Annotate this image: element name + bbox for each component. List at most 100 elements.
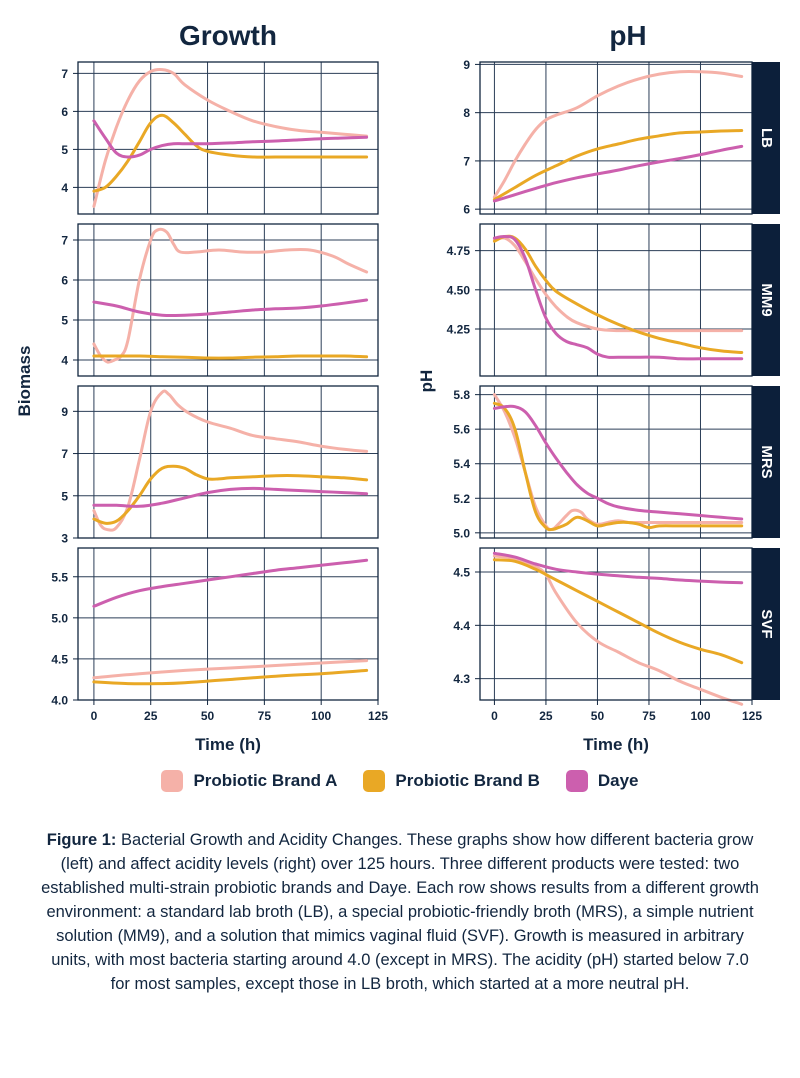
y-tick-label: 4.5: [453, 566, 470, 580]
legend-label: Probiotic Brand A: [193, 771, 338, 790]
series-line-probiotic-brand-a: [492, 554, 744, 706]
x-tick-label: 125: [742, 709, 762, 723]
x-tick-label: 75: [642, 709, 656, 723]
y-tick-label: 4.4: [453, 619, 470, 633]
row-label-mrs: MRS: [758, 445, 775, 478]
legend-swatch: [161, 770, 184, 792]
legend-swatch: [565, 770, 588, 792]
ph-panel-lb: 6 7 8 9 LB: [463, 58, 780, 217]
y-tick-label: 7: [61, 447, 68, 461]
legend-item-daye: Daye: [565, 770, 639, 792]
growth-panel-mrs: 3 5 7 9: [61, 385, 379, 546]
panel-frame: [77, 385, 379, 539]
series-line-probiotic-brand-b: [92, 464, 369, 525]
series-line-probiotic-brand-a: [92, 227, 369, 364]
series-line-probiotic-brand-b: [492, 234, 744, 354]
x-axis-label-ph: Time (h): [583, 735, 649, 754]
y-tick-label: 7: [61, 67, 68, 81]
legend-label: Daye: [597, 771, 639, 790]
y-tick-label: 6: [463, 203, 470, 217]
x-tick-label: 25: [539, 709, 553, 723]
x-tick-label: 100: [690, 709, 710, 723]
y-tick-label: 4: [61, 354, 68, 368]
series-line-daye: [492, 404, 744, 521]
caption-text: Bacterial Growth and Acidity Changes. Th…: [41, 831, 759, 993]
y-tick-label: 5: [61, 143, 68, 157]
column-title-ph: pH: [609, 20, 646, 51]
series-line-daye: [92, 119, 369, 159]
y-tick-label: 4.75: [447, 244, 471, 258]
series-line-probiotic-brand-a: [492, 236, 744, 333]
x-tick-label: 0: [91, 709, 98, 723]
y-tick-label: 4.3: [453, 672, 470, 686]
y-tick-label: 6: [61, 274, 68, 288]
panel-frame: [77, 223, 379, 377]
y-tick-label: 3: [61, 532, 68, 546]
series-line-probiotic-brand-b: [92, 354, 369, 360]
series-line-probiotic-brand-b: [492, 129, 744, 201]
legend-label: Probiotic Brand B: [395, 771, 540, 790]
y-tick-label: 6: [61, 105, 68, 119]
series-line-probiotic-brand-b: [92, 113, 369, 193]
series-line-probiotic-brand-a: [92, 67, 369, 208]
series-line-daye: [492, 144, 744, 203]
series-line-daye: [92, 558, 369, 608]
y-tick-label: 4.25: [447, 322, 471, 336]
y-axis-label-ph: pH: [417, 370, 436, 393]
panel-frame: [77, 61, 379, 215]
ph-panel-mm9: 4.25 4.50 4.75 MM9: [447, 223, 780, 377]
y-tick-label: 5.6: [453, 423, 470, 437]
x-tick-label: 50: [591, 709, 605, 723]
row-strip: [752, 386, 780, 538]
row-label-mm9: MM9: [758, 283, 775, 316]
y-tick-label: 5.8: [453, 388, 470, 402]
row-label-lb: LB: [758, 128, 775, 148]
y-tick-label: 5.0: [453, 526, 470, 540]
series-line-probiotic-brand-a: [492, 69, 744, 199]
x-tick-label: 0: [491, 709, 498, 723]
series-line-probiotic-brand-b: [92, 668, 369, 686]
ph-panel-svf: 4.3 4.4 4.5 SVF 0 25 50 75 100 125: [453, 547, 780, 723]
legend-item-probiotic-brand-a: Probiotic Brand A: [161, 770, 337, 792]
row-strip: [752, 548, 780, 700]
growth-panel-mm9: 4 5 6 7: [61, 223, 379, 377]
y-tick-label: 7: [61, 234, 68, 248]
series-line-daye: [492, 234, 744, 361]
x-axis-label-growth: Time (h): [195, 735, 261, 754]
series-line-probiotic-brand-a: [92, 659, 369, 680]
legend-swatch: [363, 770, 386, 792]
row-label-svf: SVF: [758, 609, 775, 638]
x-tick-label: 100: [311, 709, 331, 723]
y-tick-label: 5.5: [51, 570, 68, 584]
series-line-probiotic-brand-b: [492, 558, 744, 665]
x-tick-label: 75: [258, 709, 272, 723]
series-line-probiotic-brand-b: [492, 401, 744, 532]
panel-frame: [77, 547, 379, 701]
series-line-probiotic-brand-a: [92, 389, 369, 532]
y-tick-label: 5.2: [453, 492, 470, 506]
legend: Probiotic Brand A Probiotic Brand B Daye: [0, 770, 800, 792]
panel-frame: [479, 547, 753, 701]
y-tick-label: 7: [463, 154, 470, 168]
series-line-daye: [92, 486, 369, 508]
row-strip: [752, 224, 780, 376]
y-tick-label: 5: [61, 314, 68, 328]
row-strip: [752, 62, 780, 214]
figure-caption: Figure 1: Bacterial Growth and Acidity C…: [40, 828, 760, 996]
y-tick-label: 4.50: [447, 283, 471, 297]
x-tick-label: 25: [144, 709, 158, 723]
y-tick-label: 5.0: [51, 611, 68, 625]
caption-bold: Figure 1:: [46, 831, 117, 849]
legend-item-probiotic-brand-b: Probiotic Brand B: [363, 770, 540, 792]
y-tick-label: 9: [61, 405, 68, 419]
y-tick-label: 5: [61, 489, 68, 503]
panel-frame: [479, 61, 753, 215]
y-tick-label: 4.5: [51, 652, 68, 666]
series-line-daye: [92, 298, 369, 318]
x-tick-label: 50: [201, 709, 215, 723]
y-axis-label-biomass: Biomass: [15, 346, 34, 417]
x-tick-label: 125: [368, 709, 388, 723]
figure: 4 5 6 7 4 5 6 7 3 5 7 9 4.0 4.5 5.0 5.5 0 25 50 75 100 125 6 7 8…: [15, 20, 780, 754]
y-tick-label: 5.4: [453, 457, 470, 471]
growth-panel-lb: 4 5 6 7: [61, 61, 379, 215]
